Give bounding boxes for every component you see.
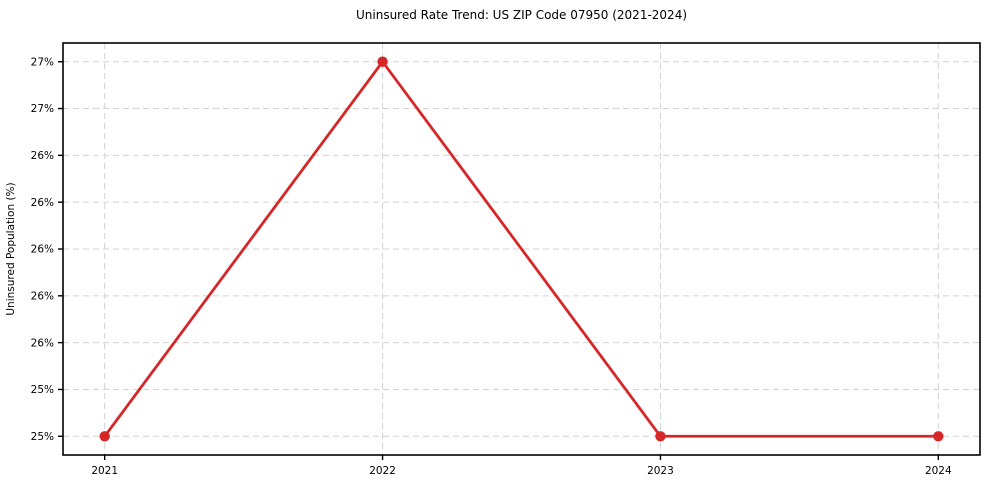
x-tick-label: 2023 [647,465,674,477]
y-axis-label: Uninsured Population (%) [5,182,17,315]
data-point-marker [655,431,666,442]
data-line [103,60,940,438]
x-tick-label: 2021 [91,465,118,477]
chart-title: Uninsured Rate Trend: US ZIP Code 07950 … [356,8,687,22]
x-tick-label: 2022 [369,465,396,477]
y-tick-label: 26% [31,337,54,349]
y-tick-label: 25% [31,384,54,396]
y-tick-label: 26% [31,197,54,209]
y-tick-label: 25% [31,431,54,443]
y-tick-label: 26% [31,150,54,162]
x-tick-label: 2024 [925,465,952,477]
y-tick-label: 27% [31,103,54,115]
y-tick-label: 27% [31,56,54,68]
data-point-marker [377,56,388,67]
data-point-marker [933,431,944,442]
y-tick-label: 26% [31,291,54,303]
y-tick-label: 26% [31,244,54,256]
data-point-marker [99,431,110,442]
plot-area: 25% 25% 26% 26% 26% 26% 26% 27% 27% 2021 2022 2023 2… [31,42,981,477]
